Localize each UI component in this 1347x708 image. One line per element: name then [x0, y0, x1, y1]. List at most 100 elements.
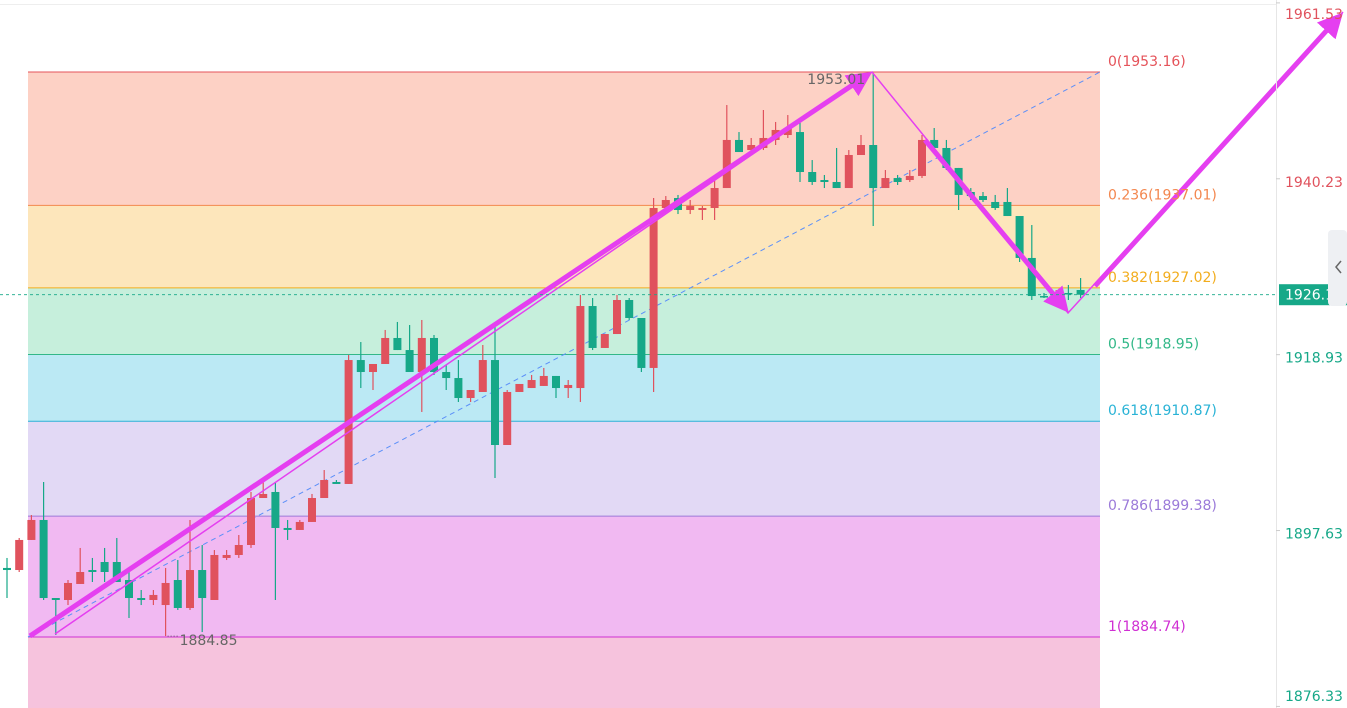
candle-body	[64, 582, 72, 600]
collapse-icon[interactable]	[1335, 260, 1342, 274]
candle-body	[979, 196, 987, 200]
fib-label: 0.5(1918.95)	[1108, 336, 1199, 352]
candle-body	[808, 172, 817, 182]
candle-body	[698, 208, 707, 210]
candle-body	[515, 383, 524, 392]
candle-body	[930, 139, 939, 148]
candle-body	[454, 378, 463, 399]
candle-body	[137, 598, 146, 600]
y-tick-label: 1918.93	[1285, 351, 1343, 367]
candle-body	[783, 127, 792, 136]
candle-body	[369, 363, 377, 373]
candle-body	[893, 178, 902, 182]
fib-label: 0.236(1937.01)	[1108, 187, 1217, 203]
candle-body	[820, 180, 829, 182]
candle-body	[600, 334, 609, 348]
candle-body	[161, 582, 170, 606]
candle-body	[112, 562, 121, 582]
candle-body	[710, 188, 719, 209]
candle-body	[564, 384, 573, 389]
candle-body	[796, 132, 804, 173]
candle-body	[417, 337, 426, 373]
candle-body	[1015, 216, 1024, 258]
candle-body	[3, 567, 11, 571]
price-axis: 1926.191961.531940.231918.931897.631876.…	[1276, 2, 1347, 707]
candle-body	[844, 154, 853, 189]
candle-body	[430, 337, 438, 373]
candle-body	[527, 380, 536, 389]
candle-body	[173, 580, 182, 609]
candle-body	[491, 360, 499, 445]
candle-body	[942, 147, 951, 168]
candle-body	[222, 554, 231, 558]
fib-zone	[28, 516, 1100, 637]
candle-body	[88, 570, 97, 572]
candle-body	[308, 498, 316, 522]
candle-body	[576, 306, 585, 389]
candle-body	[259, 493, 268, 499]
candle-body	[234, 544, 243, 555]
candle-body	[405, 350, 414, 373]
fib-zones	[28, 71, 1100, 708]
candle-body	[905, 175, 914, 181]
candle-body	[125, 580, 133, 599]
low-annotation: 1884.85	[180, 633, 238, 649]
candle-body	[918, 139, 926, 176]
fib-zone	[28, 287, 1100, 355]
fib-zone	[28, 421, 1100, 517]
high-annotation: 1953.01	[807, 72, 865, 88]
candle-body	[869, 145, 878, 189]
collapse-button[interactable]	[1328, 230, 1347, 306]
candle-body	[442, 372, 451, 379]
candle-body	[991, 201, 1000, 209]
candle-body	[283, 527, 292, 530]
candle-body	[356, 360, 365, 373]
candle-body	[1040, 296, 1048, 298]
candle-body	[186, 570, 194, 609]
candle-body	[15, 539, 24, 571]
candle-body	[686, 206, 695, 210]
candle-body	[857, 145, 865, 155]
candle-body	[649, 208, 658, 368]
candle-body	[1064, 292, 1073, 295]
candle-body	[210, 554, 219, 600]
fib-zone	[28, 636, 1100, 708]
candle-body	[149, 594, 158, 600]
candle-body	[625, 299, 634, 318]
candle-body	[320, 480, 329, 499]
candle-body	[747, 145, 756, 151]
candle-body	[332, 481, 341, 484]
candle-body	[1003, 201, 1012, 217]
fib-label: 0.382(1927.02)	[1108, 270, 1217, 286]
candle-body	[552, 375, 560, 389]
y-tick-label: 1876.33	[1285, 689, 1343, 705]
candle-body	[478, 360, 487, 392]
candle-body	[539, 375, 548, 386]
fib-label: 0.618(1910.87)	[1108, 403, 1217, 419]
candle-body	[588, 306, 597, 348]
fib-zone	[28, 205, 1100, 288]
candle-body	[613, 299, 621, 335]
candle-body	[247, 498, 255, 545]
y-tick-label: 1940.23	[1285, 175, 1343, 191]
candle-body	[381, 337, 390, 364]
y-tick-label: 1961.53	[1285, 7, 1343, 23]
candle-body	[271, 491, 280, 528]
candle-body	[76, 571, 85, 584]
drawings	[28, 11, 1344, 639]
candle-body	[100, 562, 109, 572]
arrow-down	[923, 138, 1069, 313]
candle-body	[393, 337, 402, 351]
fib-label: 1(1884.74)	[1108, 619, 1186, 635]
fib-zone	[28, 354, 1100, 422]
candle-body	[832, 181, 841, 189]
overlay: 0(1953.16) 0.236(1937.01) 0.382(1927.02) 0.…	[0, 54, 1276, 649]
candle-body	[722, 139, 731, 189]
candle-body	[295, 521, 304, 530]
candle-body	[198, 570, 207, 599]
candle-body	[27, 519, 36, 540]
fib-label: 0(1953.16)	[1108, 54, 1186, 70]
candle-body	[51, 598, 60, 600]
candle-body	[39, 519, 48, 599]
